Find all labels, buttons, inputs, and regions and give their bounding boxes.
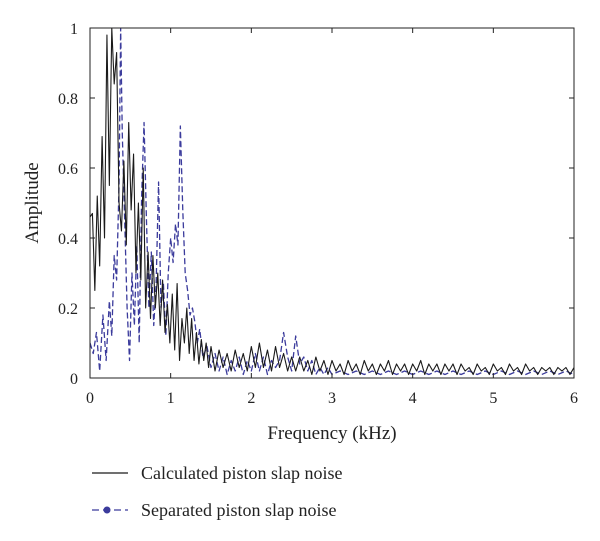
series-layer <box>90 28 574 376</box>
series-line-calculated <box>90 28 574 376</box>
legend-label-separated: Separated piston slap noise <box>141 500 336 520</box>
y-tick-label: 0.8 <box>58 91 78 108</box>
x-tick-label: 1 <box>167 390 175 407</box>
x-tick-label: 5 <box>489 390 497 407</box>
y-tick-label: 0.4 <box>58 231 78 248</box>
y-tick-label: 1 <box>70 21 78 38</box>
legend-label-calculated: Calculated piston slap noise <box>141 463 342 483</box>
plot-frame <box>89 27 575 379</box>
y-tick-label: 0.6 <box>58 161 78 178</box>
x-axis-title: Frequency (kHz) <box>267 423 396 444</box>
legend: Calculated piston slap noise Separated p… <box>92 463 342 520</box>
y-axis-title: Amplitude <box>22 162 43 243</box>
tick-layer: 0 1 2 3 4 5 6 0 0.2 0.4 0.6 0.8 1 <box>58 21 578 407</box>
legend-marker-separated <box>103 506 111 514</box>
x-tick-label: 3 <box>328 390 336 407</box>
x-tick-label: 2 <box>247 390 255 407</box>
series-line-separated <box>90 28 574 376</box>
y-tick-label: 0 <box>70 371 78 388</box>
y-tick-label: 0.2 <box>58 301 78 318</box>
x-tick-label: 4 <box>409 390 417 407</box>
x-tick-label: 6 <box>570 390 578 407</box>
x-tick-label: 0 <box>86 390 94 407</box>
